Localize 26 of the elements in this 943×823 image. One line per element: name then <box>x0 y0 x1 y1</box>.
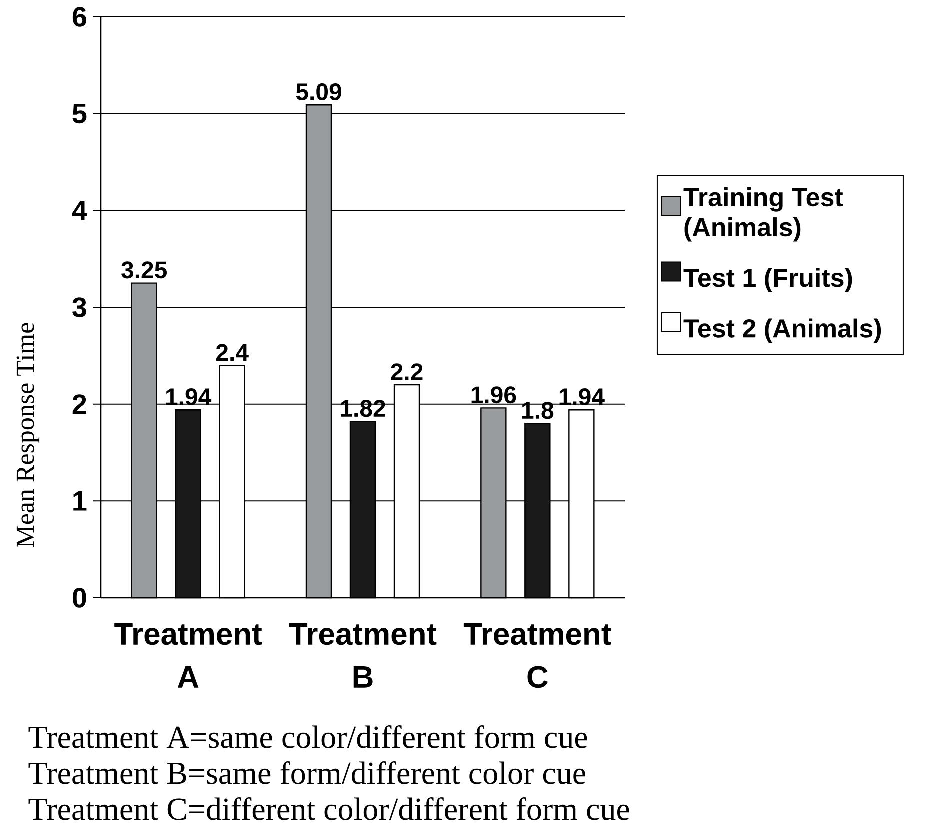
data-label: 1.94 <box>560 388 605 406</box>
y-tick-label: 4 <box>72 201 88 220</box>
x-tick-label: Treatment A <box>114 624 262 688</box>
data-label: 2.2 <box>391 364 423 380</box>
data-label: 3.25 <box>122 262 168 279</box>
legend-label: Test 1 (Fruits) <box>684 268 852 292</box>
data-label: 1.8 <box>522 402 554 420</box>
text: Treatment B=same form/different color cue <box>28 761 586 784</box>
y-tick-label: 0 <box>73 588 86 608</box>
data-label: 1.96 <box>472 386 516 404</box>
x-tick-label: Treatment C <box>464 624 612 688</box>
legend-label: Test 2 (Animals) <box>684 318 882 344</box>
y-tick-label: 2 <box>72 394 86 414</box>
text: Treatment A=same color/different form cue <box>28 725 588 748</box>
data-label: 1.94 <box>166 388 212 406</box>
y-tick-label: 5 <box>72 104 87 124</box>
y-axis-title: Mean Response Time <box>16 323 40 548</box>
y-tick-label: 6 <box>72 7 86 27</box>
y-tick-label: 3 <box>72 298 86 318</box>
x-tick-label: Treatment B <box>289 624 437 688</box>
legend-label: Training Test (Animals) <box>684 188 844 242</box>
data-label: 2.4 <box>216 344 249 361</box>
data-label: 1.82 <box>341 400 386 418</box>
y-tick-label: 1 <box>74 492 87 511</box>
data-label: 5.09 <box>296 84 342 101</box>
text: Treatment C=different color/different form cue <box>28 797 630 820</box>
